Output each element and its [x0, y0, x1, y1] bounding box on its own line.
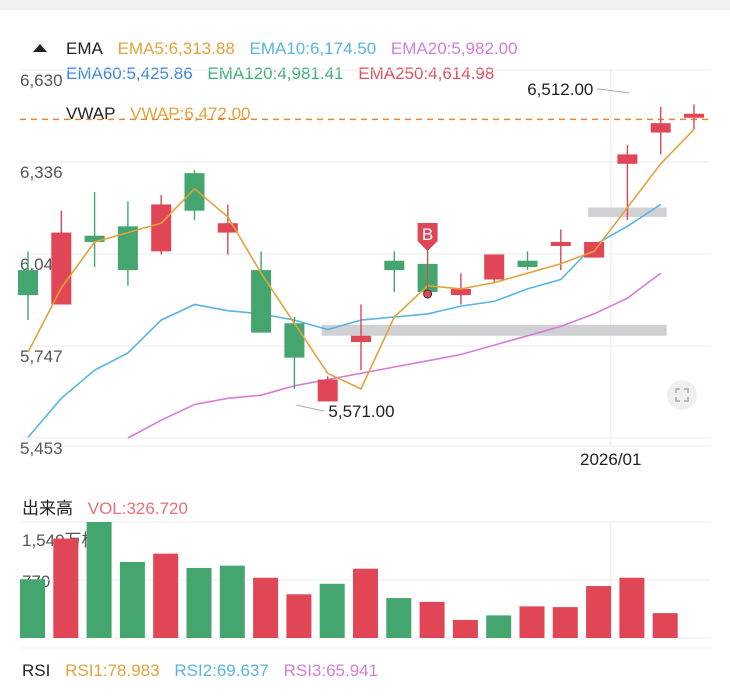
- candle-body: [317, 379, 338, 402]
- volume-bar: [586, 586, 612, 638]
- volume-bar: [486, 615, 512, 638]
- high-leader-line: [597, 88, 630, 94]
- low-leader-line: [296, 404, 325, 412]
- ema-legend-row-1: EMA EMA5:6,313.88 EMA10:6,174.50 EMA20:5…: [66, 39, 528, 59]
- candle-body: [617, 154, 638, 164]
- volume-bar: [53, 538, 79, 638]
- ema60-value: EMA60:5,425.86: [66, 64, 193, 83]
- candle-body: [18, 270, 38, 296]
- price-tick-label: 5,453: [20, 439, 63, 458]
- vwap-legend: VWAP VWAP:6,472.00: [66, 104, 261, 124]
- buy-marker: [417, 223, 438, 251]
- ema-title: EMA: [66, 39, 103, 58]
- buy-marker-label: B: [422, 225, 433, 244]
- low-price-label: 5,571.00: [328, 402, 394, 421]
- candle-body: [251, 270, 272, 333]
- rsi2-value: RSI2:69.637: [174, 661, 269, 680]
- high-price-label: 6,512.00: [527, 80, 593, 99]
- ema5-line: [27, 128, 695, 390]
- candle-body: [684, 113, 704, 118]
- ema-legend-row-2: EMA60:5,425.86 EMA120:4,981.41 EMA250:4,…: [66, 64, 504, 84]
- candle-body: [117, 226, 138, 271]
- ema20-line: [127, 272, 662, 439]
- volume-bar: [119, 561, 145, 638]
- candle-body: [51, 232, 72, 305]
- volume-bar: [419, 601, 445, 638]
- candle-body: [584, 241, 605, 258]
- candle-body: [184, 173, 205, 211]
- candle-body: [217, 223, 238, 233]
- rsi-legend: RSI RSI1:78.983 RSI2:69.637 RSI3:65.941: [22, 661, 388, 681]
- volume-bar: [253, 577, 279, 638]
- volume-bar: [386, 598, 412, 638]
- price-tick-label: 6,336: [20, 163, 63, 182]
- ema120-value: EMA120:4,981.41: [207, 64, 344, 83]
- x-axis-date-label: 2026/01: [580, 450, 641, 469]
- volume-bar: [519, 606, 545, 638]
- rsi1-value: RSI1:78.983: [65, 661, 160, 680]
- volume-title: 出来高: [22, 499, 73, 518]
- price-tick-label: 6,630: [20, 71, 63, 90]
- fullscreen-icon: [675, 388, 689, 402]
- buy-marker-point: [423, 289, 433, 299]
- volume-bar: [186, 567, 212, 638]
- vwap-value: VWAP:6,472.00: [130, 104, 251, 123]
- volume-legend: 出来高 VOL:326.720: [22, 494, 198, 519]
- candle-body: [550, 241, 571, 246]
- support-zone: [321, 324, 667, 336]
- volume-bar: [353, 568, 378, 638]
- ema20-value: EMA20:5,982.00: [390, 39, 518, 58]
- ema10-line: [27, 203, 662, 438]
- candle-body: [384, 260, 405, 271]
- volume-bar: [452, 619, 478, 638]
- volume-bar: [153, 553, 179, 638]
- candle-body: [351, 335, 371, 343]
- candle-body: [151, 204, 172, 252]
- candle-body: [84, 235, 105, 242]
- collapse-toggle-icon[interactable]: [28, 36, 52, 60]
- volume-bar: [552, 607, 578, 638]
- volume-bar: [319, 583, 345, 638]
- status-bar: [0, 0, 730, 10]
- ema5-value: EMA5:6,313.88: [117, 39, 235, 58]
- vwap-title: VWAP: [66, 104, 116, 123]
- volume-bar: [20, 579, 45, 638]
- fullscreen-button[interactable]: [667, 380, 697, 410]
- ema250-value: EMA250:4,614.98: [358, 64, 495, 83]
- volume-bar: [619, 577, 645, 638]
- rsi3-value: RSI3:65.941: [283, 661, 379, 680]
- candle-body: [517, 260, 538, 267]
- volume-value: VOL:326.720: [87, 499, 188, 518]
- candle-body: [450, 288, 471, 296]
- volume-bar: [219, 565, 245, 638]
- candle-body: [284, 323, 305, 358]
- volume-bar: [86, 522, 112, 638]
- volume-bar: [286, 594, 312, 638]
- rsi-title: RSI: [22, 661, 51, 680]
- candle-body: [484, 254, 505, 280]
- candle-body: [650, 123, 671, 133]
- price-tick-label: 5,747: [20, 347, 63, 366]
- ema10-value: EMA10:6,174.50: [249, 39, 377, 58]
- volume-bar: [652, 613, 678, 638]
